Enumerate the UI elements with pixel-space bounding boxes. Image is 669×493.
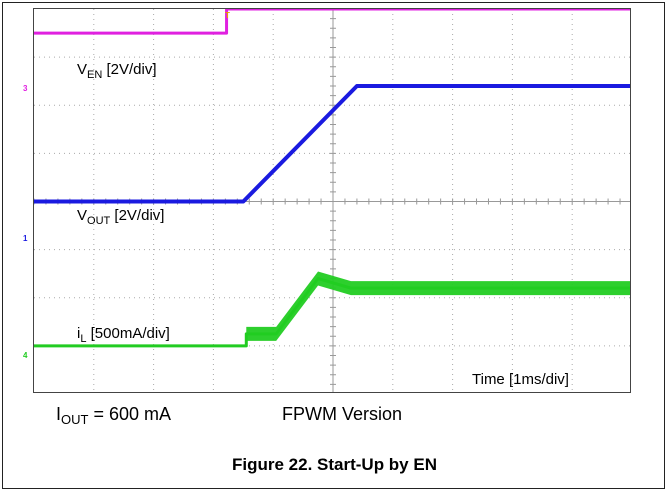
fpwm-version-label: FPWM Version bbox=[282, 404, 403, 424]
figure-caption: Figure 22. Start-Up by EN bbox=[232, 455, 437, 474]
il-label: iL [500mA/div] bbox=[77, 325, 170, 345]
trigger-marker-icon: T bbox=[225, 11, 230, 20]
scope-plot bbox=[34, 9, 630, 392]
trace-vout bbox=[34, 84, 630, 204]
oscilloscope-screen: VEN [2V/div] VOUT [2V/div] iL [500mA/div… bbox=[33, 8, 631, 393]
x-axis-label: Time [1ms/div] bbox=[472, 371, 569, 388]
trace-il-ripple-band bbox=[246, 271, 630, 341]
figure-frame bbox=[2, 2, 665, 489]
vout-label: VOUT [2V/div] bbox=[77, 207, 165, 227]
channel-1-marker: 1 bbox=[23, 234, 28, 243]
channel-3-marker: 3 bbox=[23, 84, 28, 93]
iout-condition: IOUT = 600 mA bbox=[56, 404, 172, 427]
ven-label: VEN [2V/div] bbox=[77, 61, 157, 81]
trace-ven bbox=[34, 9, 630, 35]
channel-4-marker: 4 bbox=[23, 351, 28, 360]
